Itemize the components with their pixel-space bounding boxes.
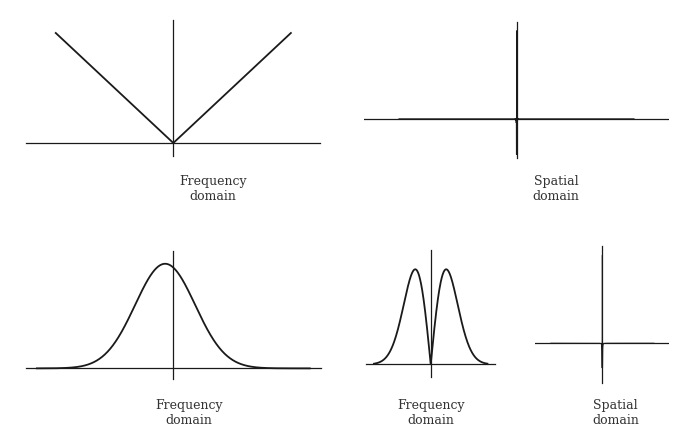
Text: Frequency
domain: Frequency domain <box>179 175 247 203</box>
Text: Frequency
domain: Frequency domain <box>397 399 464 427</box>
Text: Spatial
domain: Spatial domain <box>533 175 580 203</box>
Text: Frequency
domain: Frequency domain <box>155 399 223 427</box>
Text: Spatial
domain: Spatial domain <box>592 399 639 427</box>
